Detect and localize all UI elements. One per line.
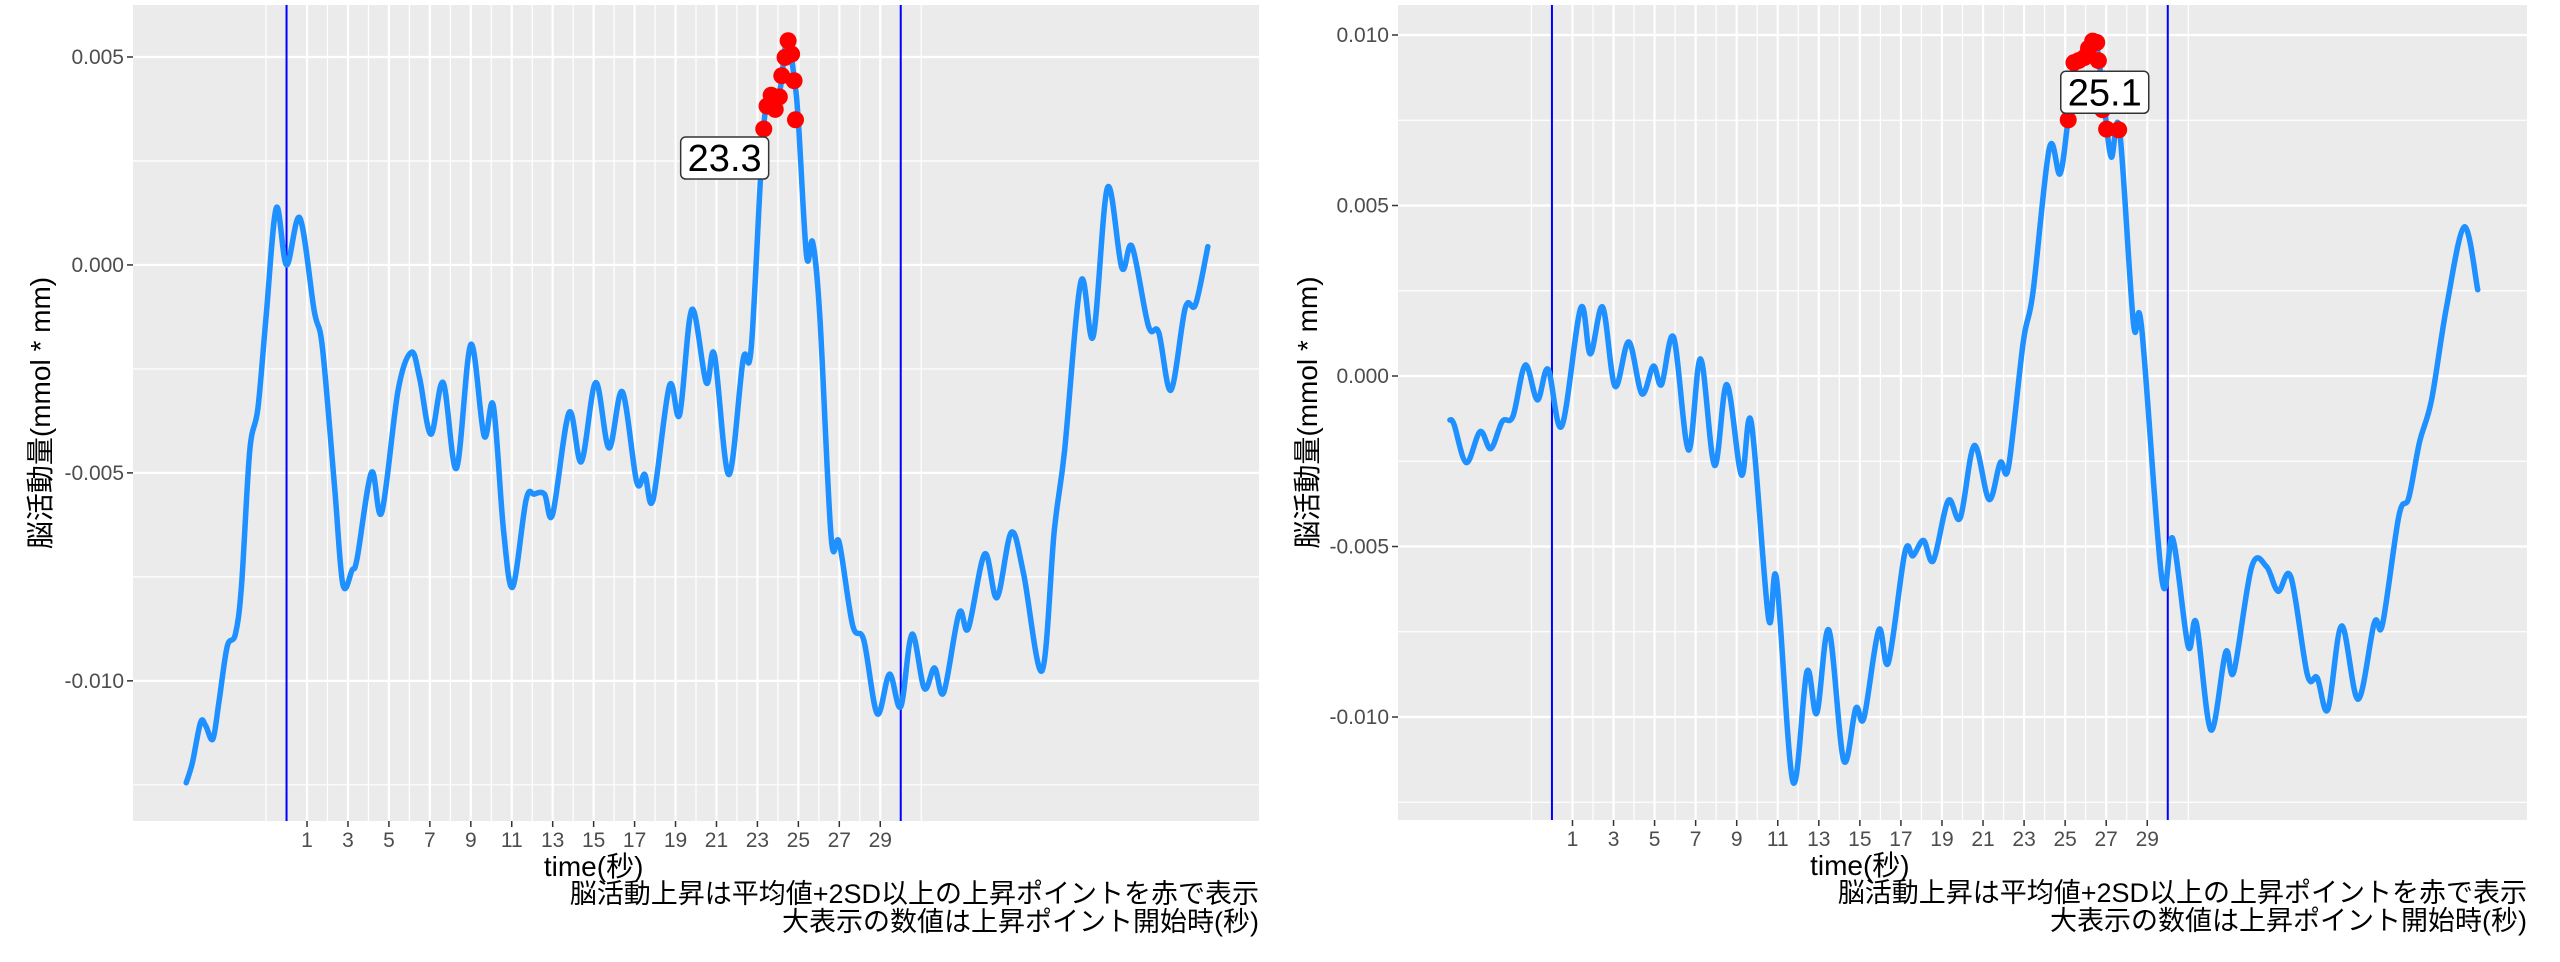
x-tick-label: 23 (2012, 828, 2035, 851)
x-tick-label: 25 (2053, 828, 2076, 851)
x-tick-label: 3 (342, 829, 354, 852)
x-tick-label: 5 (383, 829, 395, 852)
annotation-label: 25.1 (2068, 72, 2142, 114)
x-tick-label: 27 (828, 829, 851, 852)
highlight-point (785, 72, 803, 90)
y-tick-label: -0.010 (64, 670, 124, 693)
x-tick-label: 25 (787, 829, 810, 852)
highlight-point (786, 111, 804, 129)
x-tick-label: 9 (1731, 828, 1743, 851)
highlight-point (779, 32, 797, 50)
caption-line: 大表示の数値は上昇ポイント開始時(秒) (2050, 906, 2527, 936)
x-tick-label: 21 (1971, 828, 1994, 851)
y-tick-label: -0.005 (64, 462, 124, 485)
highlight-point (2089, 52, 2107, 70)
x-axis-title: time(秒) (1810, 850, 1910, 881)
x-tick-label: 13 (541, 829, 564, 852)
highlight-point (755, 120, 773, 138)
x-tick-label: 19 (664, 829, 687, 852)
x-tick-label: 1 (1567, 828, 1579, 851)
highlight-point (2088, 34, 2106, 52)
x-tick-label: 11 (1767, 828, 1789, 851)
y-tick-label: 0.000 (1336, 365, 1389, 388)
x-tick-label: 9 (465, 829, 477, 852)
x-tick-label: 19 (1930, 828, 1953, 851)
highlight-point (2098, 120, 2116, 138)
y-axis-title: 脳活動量(mmol * mm) (25, 277, 56, 549)
y-tick-label: 0.010 (1336, 24, 1389, 47)
x-tick-label: 17 (623, 829, 646, 852)
x-tick-label: 5 (1649, 828, 1661, 851)
annotation-box (2060, 70, 2150, 115)
x-tick-label: 29 (2136, 828, 2159, 851)
x-tick-label: 23 (746, 829, 769, 852)
x-tick-label: 27 (2095, 828, 2118, 851)
y-tick-label: -0.010 (1329, 706, 1389, 729)
y-tick-label: 0.005 (71, 46, 124, 69)
highlight-point (783, 45, 801, 63)
x-tick-label: 15 (1848, 828, 1871, 851)
x-tick-label: 7 (424, 829, 436, 852)
x-tick-label: 13 (1807, 828, 1830, 851)
caption-line: 大表示の数値は上昇ポイント開始時(秒) (782, 907, 1259, 937)
x-tick-label: 29 (869, 829, 892, 852)
series-line (1447, 36, 2481, 786)
y-tick-label: -0.005 (1329, 536, 1389, 559)
annotation-box (679, 136, 770, 180)
x-tick-label: 15 (582, 829, 605, 852)
y-axis-title: 脳活動量(mmol * mm) (1292, 276, 1323, 548)
x-tick-label: 1 (301, 829, 313, 852)
highlight-point (2110, 121, 2128, 139)
x-tick-label: 3 (1608, 828, 1620, 851)
series-line (183, 36, 1211, 786)
highlight-point (770, 88, 788, 106)
y-tick-label: 0.005 (1336, 195, 1389, 218)
x-tick-label: 11 (501, 829, 523, 852)
x-tick-label: 21 (705, 829, 728, 852)
caption-line: 脳活動上昇は平均値+2SD以上の上昇ポイントを赤で表示 (1838, 878, 2527, 908)
x-axis-title: time(秒) (544, 851, 644, 882)
caption-line: 脳活動上昇は平均値+2SD以上の上昇ポイントを赤で表示 (570, 879, 1259, 909)
x-tick-label: 17 (1889, 828, 1912, 851)
highlight-point (2059, 111, 2077, 129)
annotation-label: 23.3 (688, 138, 762, 180)
y-tick-label: 0.000 (71, 254, 124, 277)
x-tick-label: 7 (1690, 828, 1702, 851)
